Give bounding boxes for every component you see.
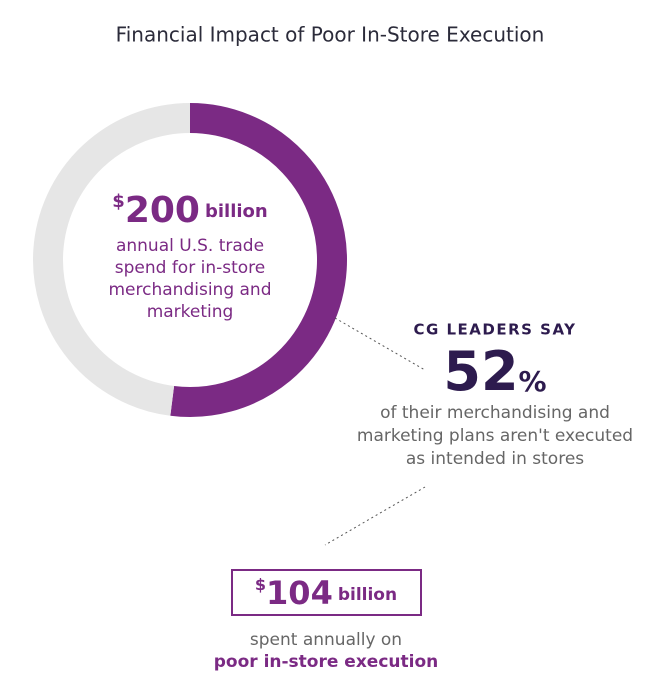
callout-value: 52% xyxy=(443,340,546,403)
description-line: poor in-store execution xyxy=(214,652,439,672)
currency: $ xyxy=(112,191,125,212)
donut-segment xyxy=(33,103,191,416)
connector xyxy=(334,317,426,371)
description-line: marketing xyxy=(147,302,234,322)
donut xyxy=(33,103,347,417)
center-amount: $200 billion xyxy=(112,190,267,231)
description-line: annual U.S. trade xyxy=(116,236,264,256)
callout-heading: CG LEADERS SAY xyxy=(413,321,576,339)
description-line: spent annually on xyxy=(250,630,402,650)
description-line: merchandising and xyxy=(109,280,272,300)
amount: 200 xyxy=(125,190,200,231)
description-line: of their merchandising and xyxy=(380,403,610,423)
description-line: spend for in-store xyxy=(115,258,266,278)
unit: billion xyxy=(205,201,268,222)
description-line: as intended in stores xyxy=(406,449,584,469)
result-box xyxy=(231,569,422,616)
chart-title: Financial Impact of Poor In-Store Execut… xyxy=(116,23,545,47)
unit: billion xyxy=(338,585,397,605)
connector xyxy=(324,486,426,546)
callout-description: of their merchandising and marketing plan… xyxy=(357,403,633,469)
value: 52 xyxy=(443,340,518,403)
currency: $ xyxy=(255,575,266,594)
amount: 104 xyxy=(266,574,333,612)
value-unit: % xyxy=(519,365,547,398)
result-amount: $104 billion xyxy=(255,574,397,612)
description-line: marketing plans aren't executed xyxy=(357,426,633,446)
donut-segment xyxy=(170,103,347,417)
